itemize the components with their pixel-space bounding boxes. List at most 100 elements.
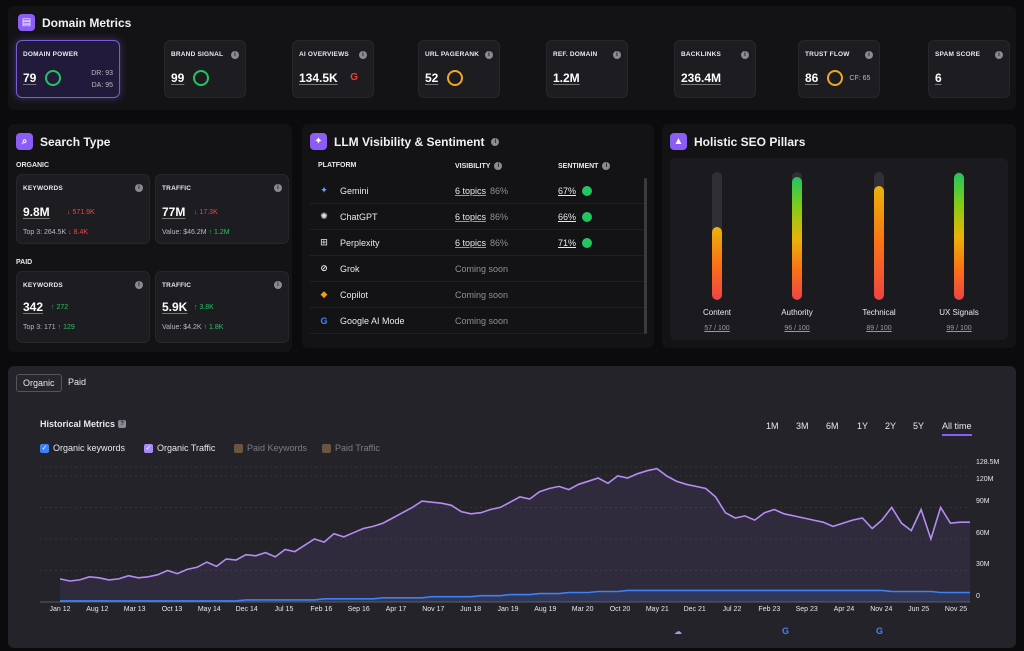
metric-card-trust-flow[interactable]: TRUST FLOW i 86 CF: 65 [798, 40, 880, 98]
paid-keywords-card[interactable]: KEYWORDS i 342 ↑ 272 Top 3: 171 ↑ 129 [16, 271, 150, 343]
sparkle-icon: ✦ [310, 133, 327, 150]
platform-row-copilot[interactable]: ◆ Copilot Coming soon [310, 282, 644, 308]
positive-sentiment-icon [582, 185, 593, 196]
visibility-pct: 86% [490, 211, 509, 222]
google-icon[interactable]: G [782, 626, 790, 636]
platform-name: ChatGPT [340, 211, 378, 222]
col-sentiment: SENTIMENT i [558, 162, 611, 170]
x-tick-label: May 14 [197, 606, 221, 613]
platform-row-google-ai-mode[interactable]: G Google AI Mode Coming soon [310, 308, 644, 334]
info-icon[interactable]: i [602, 162, 611, 170]
metric-label: SPAM SCORE [935, 51, 981, 58]
organic-traffic-card[interactable]: TRAFFIC i 77M ↓ 17.3K Value: $46.2M ↑ 1.… [155, 174, 289, 244]
metric-value: 99 [171, 71, 185, 85]
range-2y[interactable]: 2Y [885, 421, 897, 431]
checkbox-icon[interactable] [234, 443, 243, 453]
organic-traffic-value: 77M [162, 205, 186, 219]
info-icon[interactable]: i [995, 51, 1003, 59]
info-icon[interactable]: i [494, 162, 503, 170]
legend-paid-keywords[interactable]: Paid Keywords [234, 443, 307, 453]
pillar-label: Authority [781, 308, 813, 317]
organic-keywords-card[interactable]: KEYWORDS i 9.8M ↓ 571.9K Top 3: 264.5K ↓… [16, 174, 150, 244]
info-icon[interactable]: i [865, 51, 873, 59]
arrow-up-icon: ↑ [203, 324, 209, 331]
domain-metrics-header: ▤ Domain Metrics [18, 14, 131, 31]
info-icon[interactable]: i [359, 51, 367, 59]
help-icon[interactable]: ? [118, 420, 127, 428]
pillar-bar-content [712, 172, 722, 300]
platform-row-chatgpt[interactable]: ✺ ChatGPT 6 topics 86% 66% [310, 204, 644, 230]
info-icon[interactable]: i [135, 184, 143, 192]
x-tick-label: Dec 14 [235, 606, 258, 613]
info-icon[interactable]: i [274, 281, 282, 289]
legend-organic-keywords[interactable]: ✓ Organic keywords [40, 443, 125, 453]
paid-traffic-card[interactable]: TRAFFIC i 5.9K ↑ 3.8K Value: $4.2K ↑ 1.8… [155, 271, 289, 343]
metric-card-ai-overviews[interactable]: AI OVERVIEWS i 134.5K G [292, 40, 374, 98]
pillar-score[interactable]: 89 / 100 [866, 325, 892, 332]
card-label: TRAFFIC [162, 185, 192, 192]
metric-value: 52 [425, 71, 439, 85]
info-icon[interactable]: i [741, 51, 749, 59]
info-icon[interactable]: i [491, 137, 500, 146]
topics-link[interactable]: 6 topics [455, 211, 487, 222]
grok-icon: ⊘ [320, 263, 328, 273]
info-icon[interactable]: i [613, 51, 621, 59]
visibility-pct: 86% [490, 185, 509, 196]
topics-link[interactable]: 6 topics [455, 237, 487, 248]
checkbox-icon[interactable]: ✓ [40, 443, 49, 453]
y-tick-label: 120M [976, 475, 994, 483]
range-1m[interactable]: 1M [766, 421, 779, 431]
tab-organic[interactable]: Organic [16, 374, 62, 392]
sentiment-cell[interactable]: 66% [558, 211, 593, 222]
metric-card-url-pagerank[interactable]: URL PAGERANK i 52 [418, 40, 500, 98]
legend-label: Organic keywords [53, 443, 126, 453]
range-3m[interactable]: 3M [796, 421, 809, 431]
info-icon[interactable]: i [135, 281, 143, 289]
cloud-icon[interactable]: ☁ [674, 627, 682, 636]
info-icon[interactable]: i [274, 184, 282, 192]
llm-title: LLM Visibility & Sentiment [334, 134, 485, 149]
organic-keywords-value: 9.8M [23, 205, 50, 219]
pillar-score[interactable]: 96 / 100 [784, 325, 810, 332]
google-icon[interactable]: G [876, 626, 884, 636]
platform-row-gemini[interactable]: ✦ Gemini 6 topics 86% 67% [310, 178, 644, 204]
pillar-score[interactable]: 57 / 100 [704, 325, 730, 332]
x-tick-label: Sep 16 [347, 606, 370, 613]
metric-card-spam-score[interactable]: SPAM SCORE i 6 [928, 40, 1010, 98]
range-6m[interactable]: 6M [826, 421, 839, 431]
pillar-score[interactable]: 99 / 100 [946, 325, 972, 332]
platform-name: Google AI Mode [340, 315, 405, 326]
info-icon[interactable]: i [231, 51, 239, 59]
platform-name: Copilot [340, 289, 369, 300]
legend-paid-traffic[interactable]: Paid Traffic [322, 443, 380, 453]
pillar-fill [792, 177, 802, 300]
metric-label: REF. DOMAIN [553, 51, 598, 58]
tab-paid[interactable]: Paid [68, 377, 87, 387]
sub-delta-text: 1.2M [214, 229, 230, 236]
metric-value: 236.4M [681, 71, 722, 85]
range-1y[interactable]: 1Y [857, 421, 869, 431]
checkbox-icon[interactable]: ✓ [144, 443, 153, 453]
metric-card-backlinks[interactable]: BACKLINKS i 236.4M [674, 40, 756, 98]
range-5y[interactable]: 5Y [913, 421, 925, 431]
range-all-time[interactable]: All time [942, 421, 972, 436]
legend-label: Paid Traffic [335, 443, 380, 453]
llm-header: ✦ LLM Visibility & Sentiment i [310, 133, 500, 150]
delta-text: 571.9K [72, 209, 95, 216]
legend-label: Paid Keywords [247, 443, 308, 453]
metric-card-domain-power[interactable]: DOMAIN POWER 79 DR: 93 DA: 95 [16, 40, 120, 98]
table-scrollbar[interactable] [644, 178, 647, 334]
info-icon[interactable]: i [485, 51, 493, 59]
sentiment-cell[interactable]: 67% [558, 185, 593, 196]
platform-row-perplexity[interactable]: ⊞ Perplexity 6 topics 86% 71% [310, 230, 644, 256]
sentiment-cell[interactable]: 71% [558, 237, 593, 248]
organic-keywords-top3: Top 3: 264.5K ↓ 8.4K [23, 229, 88, 236]
platform-row-grok[interactable]: ⊘ Grok Coming soon [310, 256, 644, 282]
topics-link[interactable]: 6 topics [455, 185, 487, 196]
metric-card-ref-domain[interactable]: REF. DOMAIN i 1.2M [546, 40, 628, 98]
pillar-fill [712, 227, 722, 300]
metric-card-brand-signal[interactable]: BRAND SIGNAL i 99 [164, 40, 246, 98]
legend-organic-traffic[interactable]: ✓ Organic Traffic [144, 443, 215, 453]
paid-label: PAID [16, 259, 33, 266]
checkbox-icon[interactable] [322, 443, 331, 453]
